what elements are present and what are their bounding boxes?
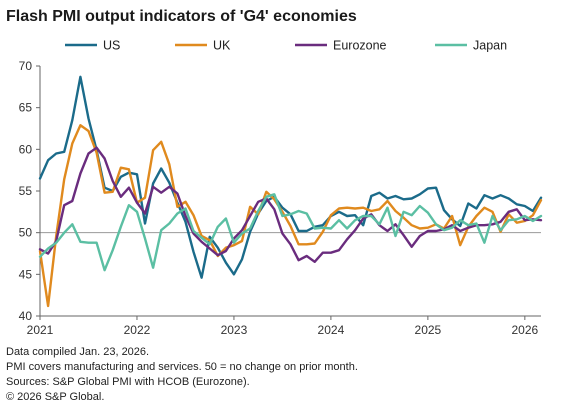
x-tick-label: 2021 — [27, 323, 54, 337]
y-tick-label: 60 — [19, 142, 33, 156]
series-line-eurozone — [38, 146, 543, 263]
x-tick-label: 2022 — [124, 323, 151, 337]
note-date: Data compiled Jan. 23, 2026. — [6, 346, 150, 358]
legend: US UK Eurozone Japan — [65, 39, 507, 53]
legend-label-eurozone: Eurozone — [333, 39, 387, 53]
note-sources: Sources: S&P Global PMI with HCOB (Euroz… — [6, 376, 250, 388]
x-tick-label: 2023 — [221, 323, 248, 337]
note-coverage: PMI covers manufacturing and services. 5… — [6, 361, 358, 373]
series-group — [38, 75, 543, 308]
y-tick-label: 50 — [19, 226, 33, 240]
legend-label-us: US — [103, 39, 120, 53]
y-tick-label: 55 — [19, 184, 33, 198]
y-tick-label: 70 — [19, 59, 33, 73]
x-tick-label: 2024 — [318, 323, 345, 337]
y-tick-label: 45 — [19, 267, 33, 281]
legend-label-uk: UK — [213, 39, 231, 53]
note-copyright: © 2026 S&P Global. — [6, 391, 105, 403]
y-tick-label: 65 — [19, 101, 33, 115]
series-line-japan — [38, 193, 543, 272]
series-line-uk — [38, 123, 543, 308]
chart-notes: Data compiled Jan. 23, 2026. PMI covers … — [6, 345, 358, 405]
series-line-us — [38, 75, 543, 279]
y-tick-label: 40 — [19, 309, 33, 323]
x-axis: 2021 2022 2023 2024 2025 2026 — [27, 315, 541, 337]
x-tick-label: 2026 — [511, 323, 538, 337]
x-tick-label: 2025 — [415, 323, 442, 337]
y-axis: 40 45 50 55 60 65 70 — [19, 59, 41, 323]
chart-title: Flash PMI output indicators of 'G4' econ… — [6, 8, 357, 25]
legend-label-japan: Japan — [473, 39, 507, 53]
